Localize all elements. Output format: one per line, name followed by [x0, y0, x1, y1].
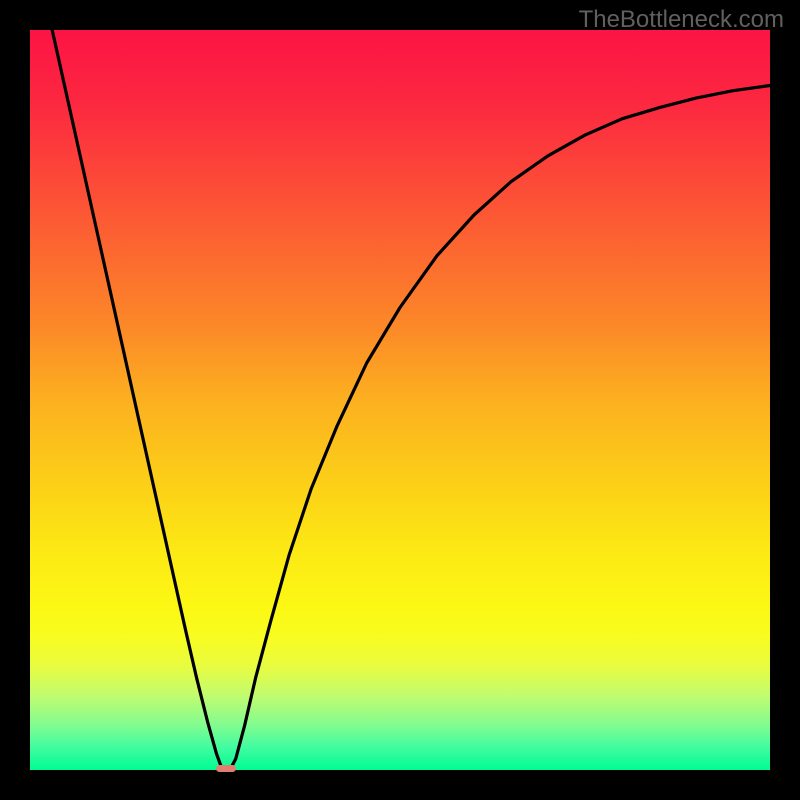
watermark-text: TheBottleneck.com [579, 6, 784, 34]
chart-container: TheBottleneck.com [0, 0, 800, 800]
bottleneck-curve [30, 30, 770, 770]
minimum-marker [216, 765, 237, 772]
